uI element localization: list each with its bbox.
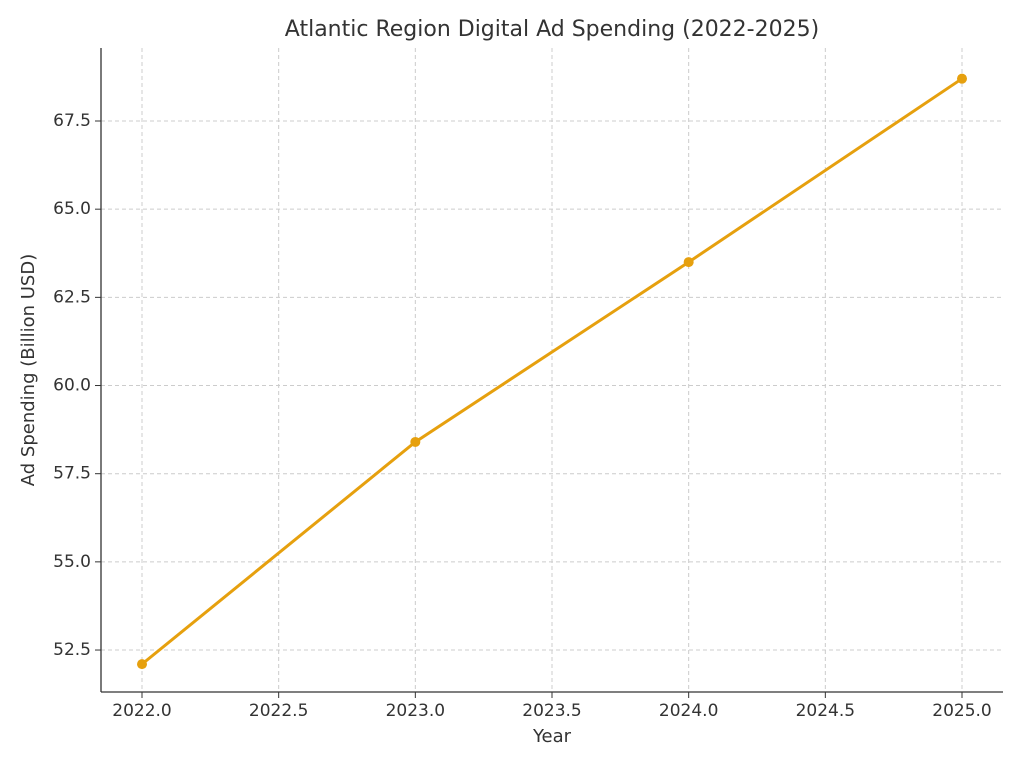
x-tick-label: 2023.0 (386, 701, 445, 721)
y-tick-label: 60.0 (53, 376, 91, 396)
data-point (137, 659, 147, 670)
y-tick-label: 57.5 (53, 464, 91, 484)
x-axis-label: Year (532, 726, 572, 747)
y-tick-label: 52.5 (53, 640, 91, 660)
y-tick-label: 67.5 (53, 111, 91, 131)
x-tick-label: 2024.5 (796, 701, 855, 721)
y-tick-label: 65.0 (53, 199, 91, 219)
x-tick-label: 2022.5 (249, 701, 308, 721)
chart-title: Atlantic Region Digital Ad Spending (202… (285, 17, 819, 42)
data-line (141, 77, 963, 666)
x-tick-label: 2023.5 (522, 701, 581, 721)
y-tick-label: 55.0 (53, 552, 91, 572)
x-tick-label: 2025.0 (932, 701, 991, 721)
data-point (957, 73, 967, 84)
x-tick-label: 2022.0 (112, 701, 171, 721)
y-axis-label: Ad Spending (Billion USD) (18, 254, 39, 486)
data-point (410, 436, 421, 447)
y-tick-label: 62.5 (53, 287, 91, 307)
data-point (683, 257, 694, 268)
x-tick-label: 2024.0 (659, 701, 718, 721)
